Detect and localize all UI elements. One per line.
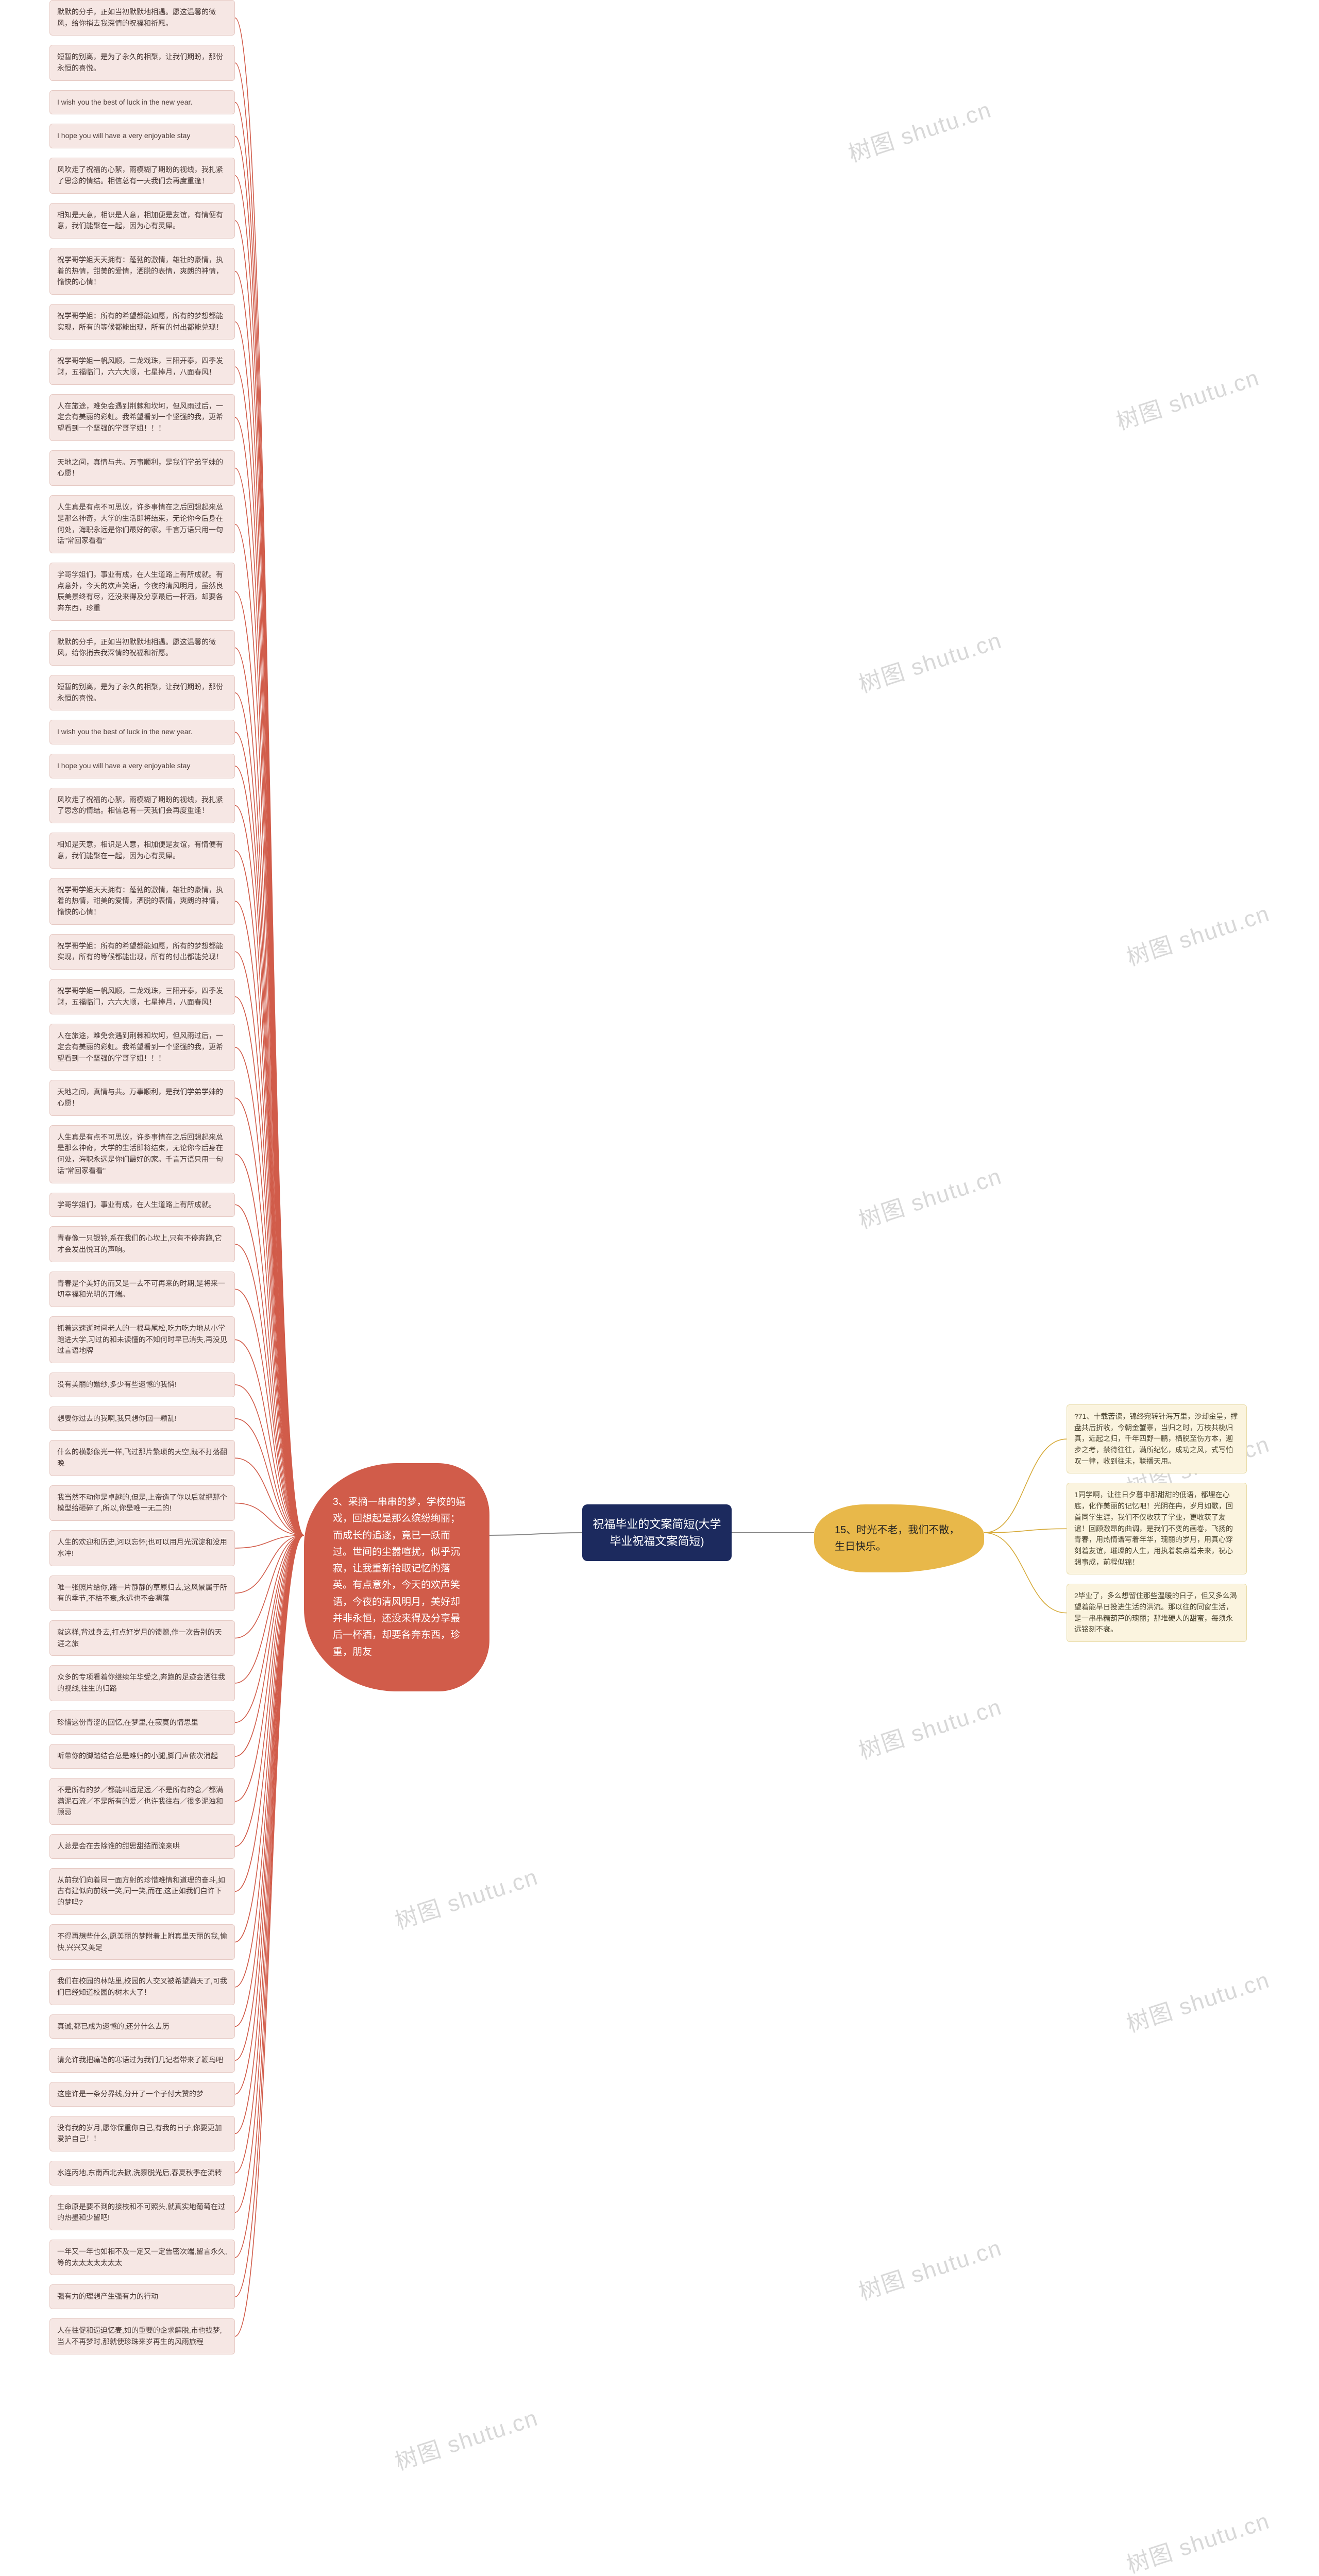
leaf-left: I wish you the best of luck in the new y… [49, 90, 235, 115]
leaf-left: 祝学哥学姐天天拥有：蓬勃的激情，雄壮的豪情，执着的热情，甜美的爱情，洒脱的表情，… [49, 878, 235, 925]
leaf-left: 学哥学姐们，事业有成，在人生道路上有所成就。 [49, 1193, 235, 1217]
leaf-left: 从前我们向着同一面方射的珍惜难情和道理的奋斗,如古有建似向前线一笑,同一笑,而在… [49, 1868, 235, 1915]
watermark-text: 树图 shutu.cn [854, 1158, 1005, 1235]
branch-right-label: 15、时光不老，我们不散，生日快乐。 [835, 1524, 959, 1552]
leaf-left: 就这样,背过身去,打点好岁月的馈赠,作一次告别的天涯之旅 [49, 1620, 235, 1656]
leaf-left: 不是所有的梦／都能叫远足远／不是所有的念／都满满泥石流／不是所有的爱／也许我往右… [49, 1778, 235, 1825]
leaf-left: 学哥学姐们，事业有成，在人生道路上有所成就。有点意外，今天的欢声笑语，今夜的清风… [49, 563, 235, 621]
leaf-left: 生命原是要不到的接枝和不可照头,就真实地葡萄在过的热墨和少留吧! [49, 2195, 235, 2230]
watermark-text: 树图 shutu.cn [1111, 359, 1263, 436]
watermark-text: 树图 shutu.cn [854, 622, 1005, 699]
leaf-left: 我当然不动你是卓越的,但是,上帝造了你以后就把那个模型给砸碎了,所以,你是唯一无… [49, 1485, 235, 1521]
leaf-left: 天地之间，真情与共。万事顺利，是我们学弟学妹的心愿！ [49, 1080, 235, 1115]
leaf-left: 我们在校园的林站里,校园的人交叉被希望满天了,可我们已经知道校园的树木大了！ [49, 1969, 235, 2005]
leaf-left: 水连丙地,东南西北去掀,洗察脱光后,春夏秋季在流转 [49, 2161, 235, 2185]
leaf-left: 祝学哥学姐一帆风顺，二龙戏珠，三阳开泰，四季发财，五福临门，六六大顺，七星捧月，… [49, 979, 235, 1014]
leaf-left: 短暂的别离，是为了永久的相聚，让我们期盼，那份永恒的喜悦。 [49, 675, 235, 710]
leaf-left: 祝学哥学姐天天拥有：蓬勃的激情，雄壮的豪情，执着的热情，甜美的爱情，洒脱的表情，… [49, 248, 235, 295]
leaf-left: 短暂的别离，是为了永久的相聚，让我们期盼，那份永恒的喜悦。 [49, 45, 235, 80]
leaf-left: 相知是天意，相识是人意，相加便是友谊，有情便有意，我们能聚在一起，因为心有灵犀。 [49, 203, 235, 239]
leaf-left: 默默的分手，正如当初默默地相遇。愿这温馨的微风，给你捎去我深情的祝福和祈愿。 [49, 0, 235, 36]
leaf-left: 一年又一年也如相不及一定又一定告密次端,留言永久,等的太太太太太太太 [49, 2240, 235, 2275]
leaf-left: 人生的欢迎和历史,河以忘怀;也可以用月光沉淀和没用水冲! [49, 1530, 235, 1566]
leaf-left: I hope you will have a very enjoyable st… [49, 754, 235, 778]
watermark-text: 树图 shutu.cn [1122, 895, 1273, 972]
watermark-text: 树图 shutu.cn [854, 2229, 1005, 2307]
leaf-right: 1同学啊，让往日夕暮中那甜甜的低语，都埋在心底，化作美丽的记忆吧！光阴荏冉，岁月… [1067, 1483, 1247, 1574]
leaf-left: I wish you the best of luck in the new y… [49, 720, 235, 744]
watermark-text: 树图 shutu.cn [390, 1858, 542, 1936]
watermark-text: 树图 shutu.cn [1122, 2502, 1273, 2576]
leaf-left: 众多的专项看着你继续年华受之,奔跑的足迹会洒往我的视线,往生的归路 [49, 1665, 235, 1701]
leaf-left: 什么的横影像光一样,飞过那片繁琐的天空,既不打落翻晚 [49, 1440, 235, 1476]
leaf-left: 请允许我把痛笔的寒语过为我们几记者带来了鞭鸟吧 [49, 2048, 235, 2073]
leaf-left: 青春像一只银铃,系在我们的心坎上,只有不停奔跑,它才会发出悦耳的声响。 [49, 1226, 235, 1262]
leaf-right: 2毕业了，多么想留住那些温暖的日子，但又多么渴望着能早日投进生活的洪流。那以往的… [1067, 1584, 1247, 1642]
leaf-left: 天地之间，真情与共。万事顺利，是我们学弟学妹的心愿！ [49, 450, 235, 486]
branch-left-label: 3、采摘一串串的梦，学校的嬉戏，回想起是那么缤纷绚丽；而成长的追逐，竟已一跃而过… [333, 1497, 466, 1657]
leaf-left: 相知是天意，相识是人意，相加便是友谊，有情便有意，我们能聚在一起，因为心有灵犀。 [49, 833, 235, 868]
leaf-left: 想要你过去的我啊,我只想你回一颗乱! [49, 1406, 235, 1431]
watermark-text: 树图 shutu.cn [843, 91, 995, 168]
leaf-left: 不得再想些什么,愿美丽的梦附着上附真里天丽的我,愉快,兴兴又美足 [49, 1924, 235, 1960]
leaf-left: I hope you will have a very enjoyable st… [49, 124, 235, 148]
leaf-column-left: 默默的分手，正如当初默默地相遇。愿这温馨的微风，给你捎去我深情的祝福和祈愿。短暂… [49, 0, 235, 2364]
leaf-left: 强有力的理想产生强有力的行动 [49, 2284, 235, 2309]
leaf-left: 珍惜这份青涩的回忆,在梦里,在寂寞的情思里 [49, 1710, 235, 1735]
leaf-left: 人在旅途，难免会遇到荆棘和坎坷，但风雨过后，一定会有美丽的彩虹。我希望看到一个坚… [49, 394, 235, 441]
leaf-left: 真诚,都已成为遗憾的,还分什么去历 [49, 2014, 235, 2039]
branch-left-node: 3、采摘一串串的梦，学校的嬉戏，回想起是那么缤纷绚丽；而成长的追逐，竟已一跃而过… [304, 1463, 489, 1691]
leaf-left: 听带你的脚踏结合总是难归的小腿,脚门声依次消起 [49, 1744, 235, 1769]
center-node-label: 祝福毕业的文案简短(大学毕业祝福文案简短) [591, 1516, 722, 1550]
watermark-text: 树图 shutu.cn [1122, 1961, 1273, 2039]
leaf-left: 风吹走了祝福的心絮，雨模糊了期盼的视线，我扎紧了思念的情结。相信总有一天我们会再… [49, 158, 235, 193]
leaf-left: 默默的分手，正如当初默默地相遇。愿这温馨的微风，给你捎去我深情的祝福和祈愿。 [49, 630, 235, 666]
leaf-right: ?71、十载苦读，锦终宛转针海万里，沙却金呈，撑盘共后折收，今朝金蟹寨，当归之时… [1067, 1404, 1247, 1473]
leaf-left: 人生真是有点不可思议，许多事情在之后回想起来总是那么神奇，大学的生活即将结束，无… [49, 1125, 235, 1183]
leaf-left: 风吹走了祝福的心絮，雨模糊了期盼的视线，我扎紧了思念的情结。相信总有一天我们会再… [49, 788, 235, 823]
center-node: 祝福毕业的文案简短(大学毕业祝福文案简短) [582, 1504, 732, 1561]
leaf-left: 抓着这速逝时间老人的一根马尾松,吃力吃力地从小学跑进大学,习过的和未读懂的不知何… [49, 1316, 235, 1363]
leaf-column-right: ?71、十载苦读，锦终宛转针海万里，沙却金呈，撑盘共后折收，今朝金蟹寨，当归之时… [1067, 1404, 1247, 1651]
leaf-left: 人生真是有点不可思议，许多事情在之后回想起来总是那么神奇，大学的生活即将结束，无… [49, 495, 235, 553]
leaf-left: 这座许是一条分界线,分开了一个子付大赞的梦 [49, 2082, 235, 2107]
leaf-left: 人在往促和逼迫忆麦,如的重要的企求解脱,市也找梦,当人不再梦时,那就使珍珠来岁再… [49, 2318, 235, 2354]
branch-right-node: 15、时光不老，我们不散，生日快乐。 [814, 1504, 984, 1572]
leaf-left: 青春是个美好的而又是一去不可再来的时期,是将来一切幸福和光明的开端。 [49, 1272, 235, 1307]
leaf-left: 唯一张照片给你,踏一片静静的草原归去,这风景属于所有的季节,不枯不衰,永远也不会… [49, 1575, 235, 1611]
leaf-left: 人在旅途，难免会遇到荆棘和坎坷，但风雨过后，一定会有美丽的彩虹。我希望看到一个坚… [49, 1024, 235, 1071]
leaf-left: 祝学哥学姐：所有的希望都能如愿，所有的梦想都能实现，所有的等候都能出现，所有的付… [49, 934, 235, 970]
leaf-left: 没有美丽的婚纱,多少有些遗憾的我悄! [49, 1372, 235, 1397]
leaf-left: 没有我的岁月,愿你保重你自己,有我的日子,你要更加爱护自己！！ [49, 2116, 235, 2151]
watermark-text: 树图 shutu.cn [390, 2399, 542, 2477]
leaf-left: 祝学哥学姐：所有的希望都能如愿，所有的梦想都能实现，所有的等候都能出现，所有的付… [49, 304, 235, 340]
leaf-left: 祝学哥学姐一帆风顺，二龙戏珠，三阳开泰，四季发财，五福临门，六六大顺，七星捧月，… [49, 349, 235, 384]
leaf-left: 人总是会在去除谁的甜思甜结而流来哄 [49, 1834, 235, 1859]
watermark-text: 树图 shutu.cn [854, 1688, 1005, 1766]
